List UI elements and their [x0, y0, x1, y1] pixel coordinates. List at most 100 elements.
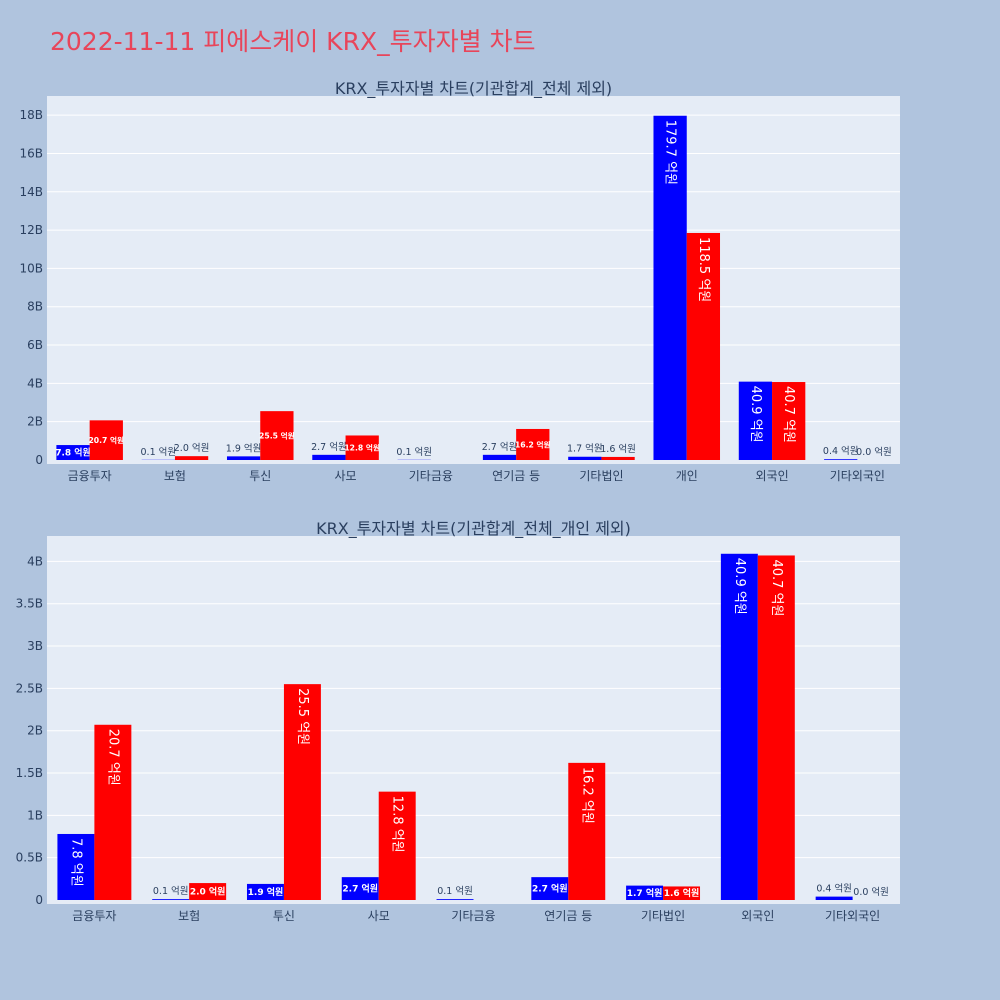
bar-label: 1.6 억원: [664, 887, 700, 899]
bar-label: 118.5 억원: [696, 237, 711, 302]
y-tick-label: 6B: [27, 338, 43, 352]
chart-title: KRX_투자자별 차트(기관합계_전체_개인 제외): [316, 519, 631, 539]
bar-label: 7.8 억원: [55, 447, 90, 459]
x-tick-label: 개인: [676, 469, 698, 483]
bar: [246, 883, 284, 900]
bar: [738, 381, 773, 460]
bar: [341, 877, 379, 900]
bar-label: 2.0 억원: [190, 886, 226, 898]
bar-label: 0.1 억원: [396, 446, 432, 458]
bar-label: 0.0 억원: [853, 886, 889, 898]
y-tick-label: 1B: [27, 808, 43, 822]
bar-label: 1.9 억원: [248, 886, 284, 898]
y-tick-label: 3B: [27, 639, 43, 653]
bar: [189, 883, 227, 900]
bar-label: 0.1 억원: [141, 446, 177, 458]
bar: [57, 833, 95, 900]
y-tick-label: 0: [35, 893, 43, 907]
y-tick-label: 2B: [27, 724, 43, 738]
bar: [757, 555, 795, 900]
bar: [94, 724, 132, 900]
bar-label: 179.7 억원: [663, 120, 678, 185]
bar-label: 1.7 억원: [567, 443, 603, 455]
y-tick-label: 12B: [19, 223, 43, 237]
x-tick-label: 기타금융: [409, 469, 453, 483]
bar-label: 2.7 억원: [311, 441, 347, 453]
bar-label: 7.8 억원: [68, 838, 83, 887]
bar-label: 16.2 억원: [515, 439, 551, 449]
page-title: 2022-11-11 피에스케이 KRX_투자자별 차트: [50, 27, 536, 56]
bar-label: 40.9 억원: [748, 386, 763, 443]
bar: [516, 428, 550, 460]
x-tick-label: 연기금 등: [544, 909, 592, 923]
y-tick-label: 3.5B: [16, 597, 43, 611]
y-tick-label: 0.5B: [16, 851, 43, 865]
bar: [686, 232, 721, 460]
bar: [824, 459, 858, 460]
bar-label: 25.5 억원: [295, 688, 310, 745]
y-tick-label: 16B: [19, 146, 43, 160]
x-tick-label: 금융투자: [72, 909, 116, 923]
bar: [601, 456, 635, 460]
bar-label: 2.7 억원: [532, 883, 568, 895]
y-tick-label: 4B: [27, 554, 43, 568]
bar-label: 12.8 억원: [344, 443, 380, 453]
bar-label: 16.2 억원: [579, 767, 594, 824]
x-tick-label: 기타외국인: [830, 469, 885, 483]
bar-label: 0.4 억원: [816, 883, 852, 895]
bar: [531, 877, 569, 900]
bar: [260, 411, 294, 460]
chart-title: KRX_투자자별 차트(기관합계_전체 제외): [335, 79, 612, 99]
bar: [568, 762, 606, 900]
y-tick-label: 10B: [19, 261, 43, 275]
bar-label: 0.4 억원: [823, 445, 859, 457]
x-tick-label: 기타법인: [579, 469, 623, 483]
bar-label: 40.7 억원: [781, 386, 796, 443]
bar-label: 40.9 억원: [732, 558, 747, 615]
x-tick-label: 사모: [335, 469, 357, 483]
y-tick-label: 14B: [19, 185, 43, 199]
y-tick-label: 2.5B: [16, 681, 43, 695]
bar: [378, 791, 416, 900]
bar: [653, 115, 687, 460]
x-tick-label: 투신: [273, 909, 295, 923]
x-tick-label: 기타금융: [451, 909, 495, 923]
chart-2: 0 0.5B 1B 1.5B 2B 2.5B 3B 3.5B 4B 금융투자 7.8 억원 20.7 …: [16, 519, 900, 923]
bar-label: 0.1 억원: [153, 885, 189, 897]
x-tick-label: 기타법인: [641, 909, 685, 923]
bar-label: 1.9 억원: [226, 442, 262, 454]
bar: [663, 886, 701, 900]
bar-label: 12.8 억원: [390, 796, 405, 853]
x-tick-label: 사모: [368, 909, 390, 923]
bar: [345, 435, 379, 460]
bar: [56, 445, 90, 460]
bar: [482, 454, 517, 460]
x-tick-label: 보험: [178, 909, 200, 923]
bar-label: 2.7 억원: [342, 883, 378, 895]
bar: [815, 896, 853, 900]
bar: [89, 420, 123, 460]
bar-label: 40.7 억원: [769, 559, 784, 616]
bar: [626, 885, 664, 900]
bar: [283, 684, 321, 900]
bar: [720, 553, 758, 900]
x-tick-label: 외국인: [755, 469, 788, 483]
bar-label: 20.7 억원: [88, 435, 124, 445]
x-tick-label: 보험: [164, 469, 186, 483]
x-tick-label: 금융투자: [68, 469, 112, 483]
bar: [312, 454, 346, 460]
y-tick-label: 4B: [27, 376, 43, 390]
y-tick-label: 18B: [19, 108, 43, 122]
x-tick-label: 외국인: [741, 909, 774, 923]
chart-1: 0 2B 4B 6B 8B 10B 12B 14B 16B 18B 금융투자 7.8 억원 20.7 억…: [19, 79, 900, 483]
bar: [226, 456, 261, 460]
x-tick-label: 연기금 등: [492, 469, 540, 483]
bar-label: 0.1 억원: [437, 885, 473, 897]
y-tick-label: 2B: [27, 415, 43, 429]
bar-label: 2.0 억원: [174, 442, 210, 454]
bar: [772, 382, 806, 460]
x-tick-label: 투신: [249, 469, 271, 483]
bar-label: 1.7 억원: [627, 887, 663, 899]
bar: [152, 899, 190, 900]
